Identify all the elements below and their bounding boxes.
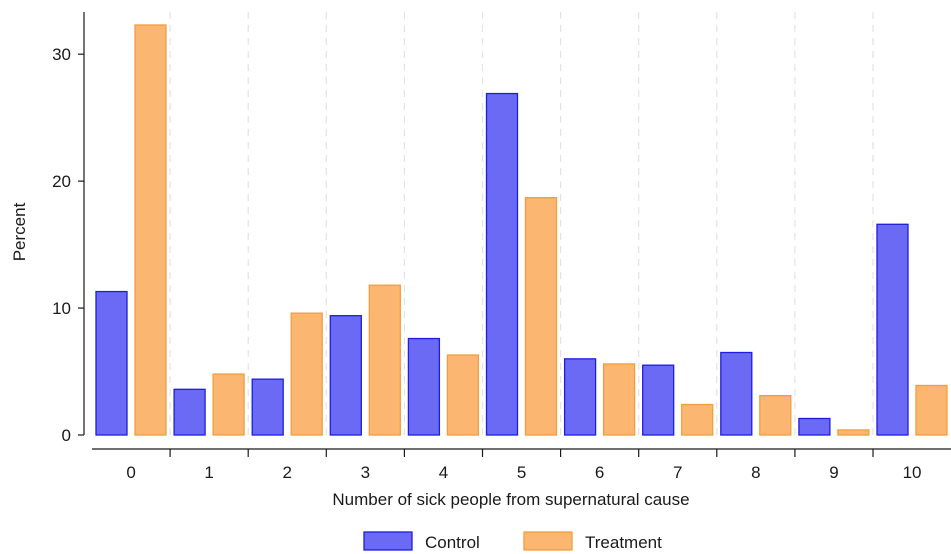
x-tick-label: 5 bbox=[517, 463, 526, 482]
bar-control-5 bbox=[485, 92, 519, 436]
x-tick-label: 2 bbox=[283, 463, 292, 482]
axes bbox=[83, 12, 951, 450]
y-tick-label: 30 bbox=[52, 45, 71, 64]
ticks: 0 10 20 30 0 1 2 3 4 5 6 7 8 9 10 bbox=[52, 45, 921, 482]
legend-label-treatment: Treatment bbox=[585, 533, 662, 552]
y-tick-label: 0 bbox=[62, 426, 71, 445]
legend-swatch-treatment bbox=[523, 531, 573, 551]
bar-treatment-0 bbox=[134, 24, 167, 436]
y-axis-title: Percent bbox=[10, 202, 29, 261]
bar-control-1 bbox=[173, 388, 206, 436]
bar-control-3 bbox=[329, 315, 362, 436]
bar-control-2 bbox=[251, 378, 284, 436]
x-tick-label: 1 bbox=[204, 463, 213, 482]
y-tick-label: 10 bbox=[52, 299, 71, 318]
bar-treatment-7 bbox=[681, 403, 714, 436]
x-tick-label: 6 bbox=[595, 463, 604, 482]
legend-label-control: Control bbox=[425, 533, 480, 552]
legend-swatch-control bbox=[363, 531, 413, 551]
x-axis-title: Number of sick people from supernatural … bbox=[332, 490, 689, 509]
legend: Control Treatment bbox=[363, 531, 662, 552]
x-tick-label: 10 bbox=[903, 463, 922, 482]
bar-control-7 bbox=[642, 364, 675, 436]
bars bbox=[95, 24, 948, 436]
bar-treatment-3 bbox=[368, 284, 401, 436]
bar-treatment-5 bbox=[524, 196, 558, 436]
y-tick-label: 20 bbox=[52, 172, 71, 191]
grid bbox=[169, 12, 874, 435]
bar-treatment-2 bbox=[290, 312, 323, 436]
bar-treatment-4 bbox=[446, 354, 480, 436]
x-tick-label: 9 bbox=[829, 463, 838, 482]
bar-treatment-8 bbox=[759, 395, 792, 436]
bar-control-8 bbox=[720, 351, 753, 436]
x-tick-label: 3 bbox=[361, 463, 370, 482]
x-tick-label: 8 bbox=[751, 463, 760, 482]
bar-treatment-6 bbox=[602, 363, 636, 436]
x-tick-label: 0 bbox=[126, 463, 135, 482]
bar-control-4 bbox=[407, 337, 441, 436]
x-tick-label: 7 bbox=[673, 463, 682, 482]
bar-control-0 bbox=[95, 290, 128, 436]
bar-treatment-10 bbox=[915, 384, 948, 436]
bar-control-10 bbox=[876, 223, 909, 436]
x-tick-label: 4 bbox=[439, 463, 448, 482]
bar-treatment-1 bbox=[212, 373, 245, 436]
bar-control-9 bbox=[798, 417, 831, 436]
bar-treatment-9 bbox=[837, 429, 870, 436]
bar-control-6 bbox=[563, 358, 597, 436]
